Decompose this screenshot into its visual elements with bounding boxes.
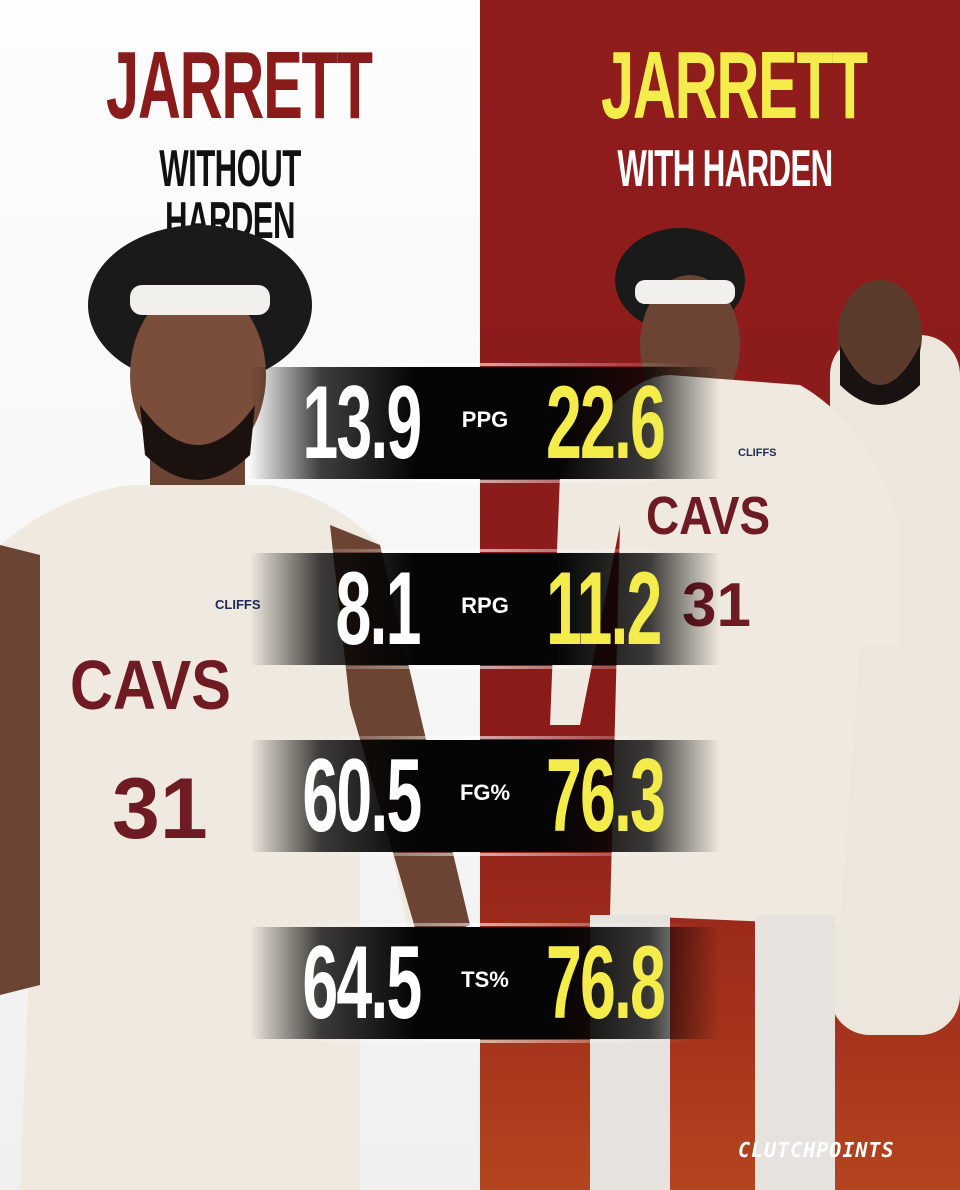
jersey-sponsor-right: CLIFFS — [738, 447, 777, 459]
stat-with-value: 76.8 — [546, 925, 666, 1041]
stat-with-value: 11.2 — [546, 551, 662, 667]
jersey-team-left: CAVS — [70, 646, 231, 724]
right-subtitle: WITH HARDEN — [617, 140, 833, 198]
stat-without-value: 13.9 — [301, 365, 422, 481]
stat-without-value: 64.5 — [301, 925, 422, 1041]
stat-label: PPG — [461, 407, 509, 432]
left-title: JARRETT — [106, 32, 373, 139]
stat-label: TS% — [461, 967, 509, 992]
stat-without-value: 8.1 — [335, 551, 422, 667]
stat-without-value: 60.5 — [301, 738, 422, 854]
stat-row-ppg: 13.9 PPG 22.6 — [250, 363, 720, 483]
jersey-number-left: 31 — [112, 761, 208, 857]
stat-with-value: 22.6 — [546, 365, 666, 481]
stat-label: FG% — [459, 780, 511, 805]
right-title: JARRETT — [601, 32, 868, 139]
jersey-sponsor-left: CLIFFS — [215, 597, 261, 612]
stat-row-fg-pct: 60.5 FG% 76.3 — [250, 736, 720, 856]
clutchpoints-logo: CLUTCHPOINTS — [738, 1138, 895, 1162]
stat-label: RPG — [461, 593, 509, 618]
jersey-team-right: CAVS — [646, 486, 771, 546]
stat-with-value: 76.3 — [546, 738, 666, 854]
stat-row-rpg: 8.1 RPG 11.2 — [250, 549, 720, 669]
stat-row-ts-pct: 64.5 TS% 76.8 — [250, 923, 720, 1043]
